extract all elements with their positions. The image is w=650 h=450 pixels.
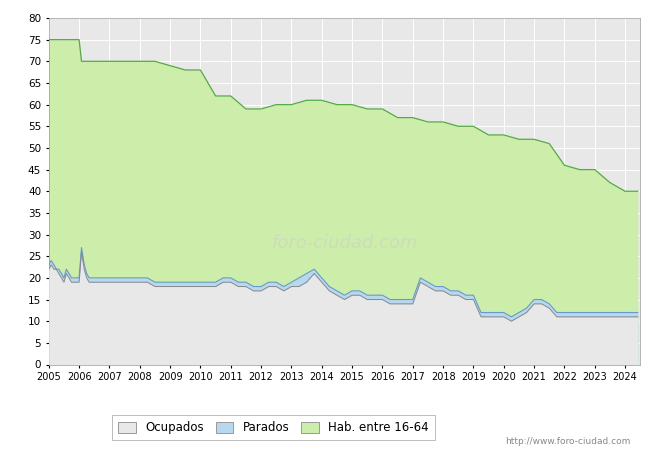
- Text: foro-ciudad.com: foro-ciudad.com: [271, 234, 418, 252]
- Text: http://www.foro-ciudad.com: http://www.foro-ciudad.com: [505, 436, 630, 446]
- Legend: Ocupados, Parados, Hab. entre 16-64: Ocupados, Parados, Hab. entre 16-64: [112, 415, 435, 440]
- Text: Becedillas - Evolucion de la poblacion en edad de Trabajar Mayo de 2024: Becedillas - Evolucion de la poblacion e…: [57, 11, 593, 26]
